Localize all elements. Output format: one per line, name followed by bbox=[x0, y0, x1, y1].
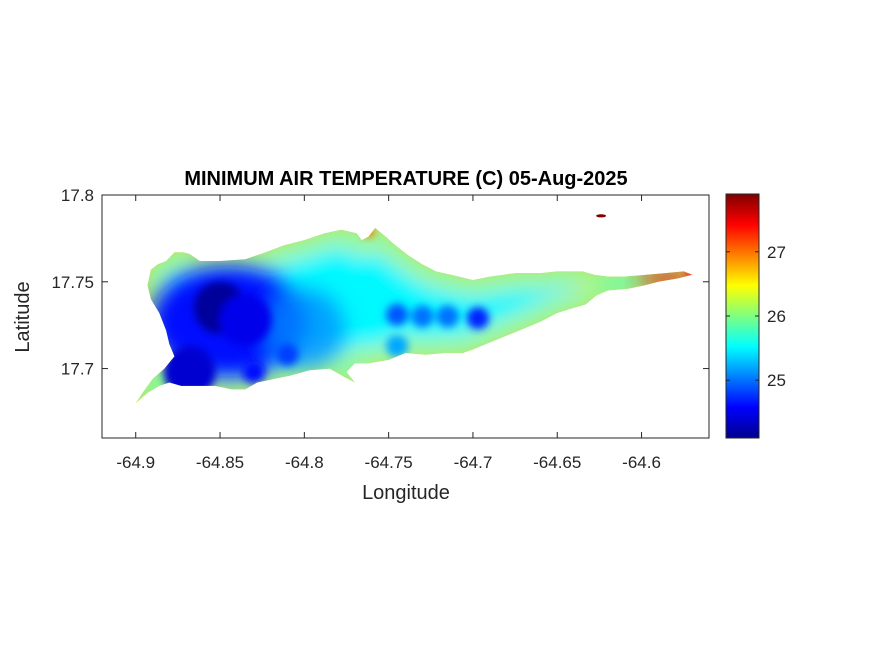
temperature-heatmap bbox=[135, 214, 693, 404]
interior-band bbox=[135, 228, 693, 404]
y-tick-label: 17.8 bbox=[61, 186, 94, 205]
cold-cores bbox=[163, 281, 490, 399]
cold-core-point bbox=[436, 305, 459, 328]
cold-core-point bbox=[276, 343, 299, 366]
colorbar-tick-label: 27 bbox=[767, 243, 786, 262]
x-tick-label: -64.9 bbox=[116, 453, 155, 472]
island-fill bbox=[135, 228, 693, 404]
y-tick-label: 17.7 bbox=[61, 360, 94, 379]
cold-core-point bbox=[242, 361, 265, 384]
x-axis-label: Longitude bbox=[362, 482, 450, 504]
cold-core-point bbox=[386, 303, 409, 326]
colorbar-ticks: 25 26 27 bbox=[726, 243, 786, 390]
axis-ticks: -64.9 -64.85 -64.8 -64.75 -64.7 -64.65 -64.6 17… bbox=[51, 186, 709, 472]
x-tick-label: -64.7 bbox=[454, 453, 493, 472]
x-tick-label: -64.65 bbox=[533, 453, 581, 472]
cold-core-point bbox=[411, 305, 434, 328]
warm-spot-point bbox=[596, 214, 607, 218]
cold-region-east bbox=[264, 288, 345, 369]
x-tick-label: -64.85 bbox=[196, 453, 244, 472]
colorbar bbox=[725, 193, 760, 439]
colorbar-tick-label: 25 bbox=[767, 371, 786, 390]
cold-core-point bbox=[219, 293, 272, 346]
cold-core-point bbox=[467, 307, 490, 330]
cold-core-point bbox=[386, 335, 409, 358]
x-tick-label: -64.6 bbox=[622, 453, 661, 472]
x-tick-label: -64.75 bbox=[365, 453, 413, 472]
x-tick-label: -64.8 bbox=[285, 453, 324, 472]
y-axis-label: Latitude bbox=[12, 281, 34, 352]
colorbar-tick-label: 26 bbox=[767, 307, 786, 326]
chart-title: MINIMUM AIR TEMPERATURE (C) 05-Aug-2025 bbox=[184, 168, 627, 190]
y-tick-label: 17.75 bbox=[51, 273, 94, 292]
